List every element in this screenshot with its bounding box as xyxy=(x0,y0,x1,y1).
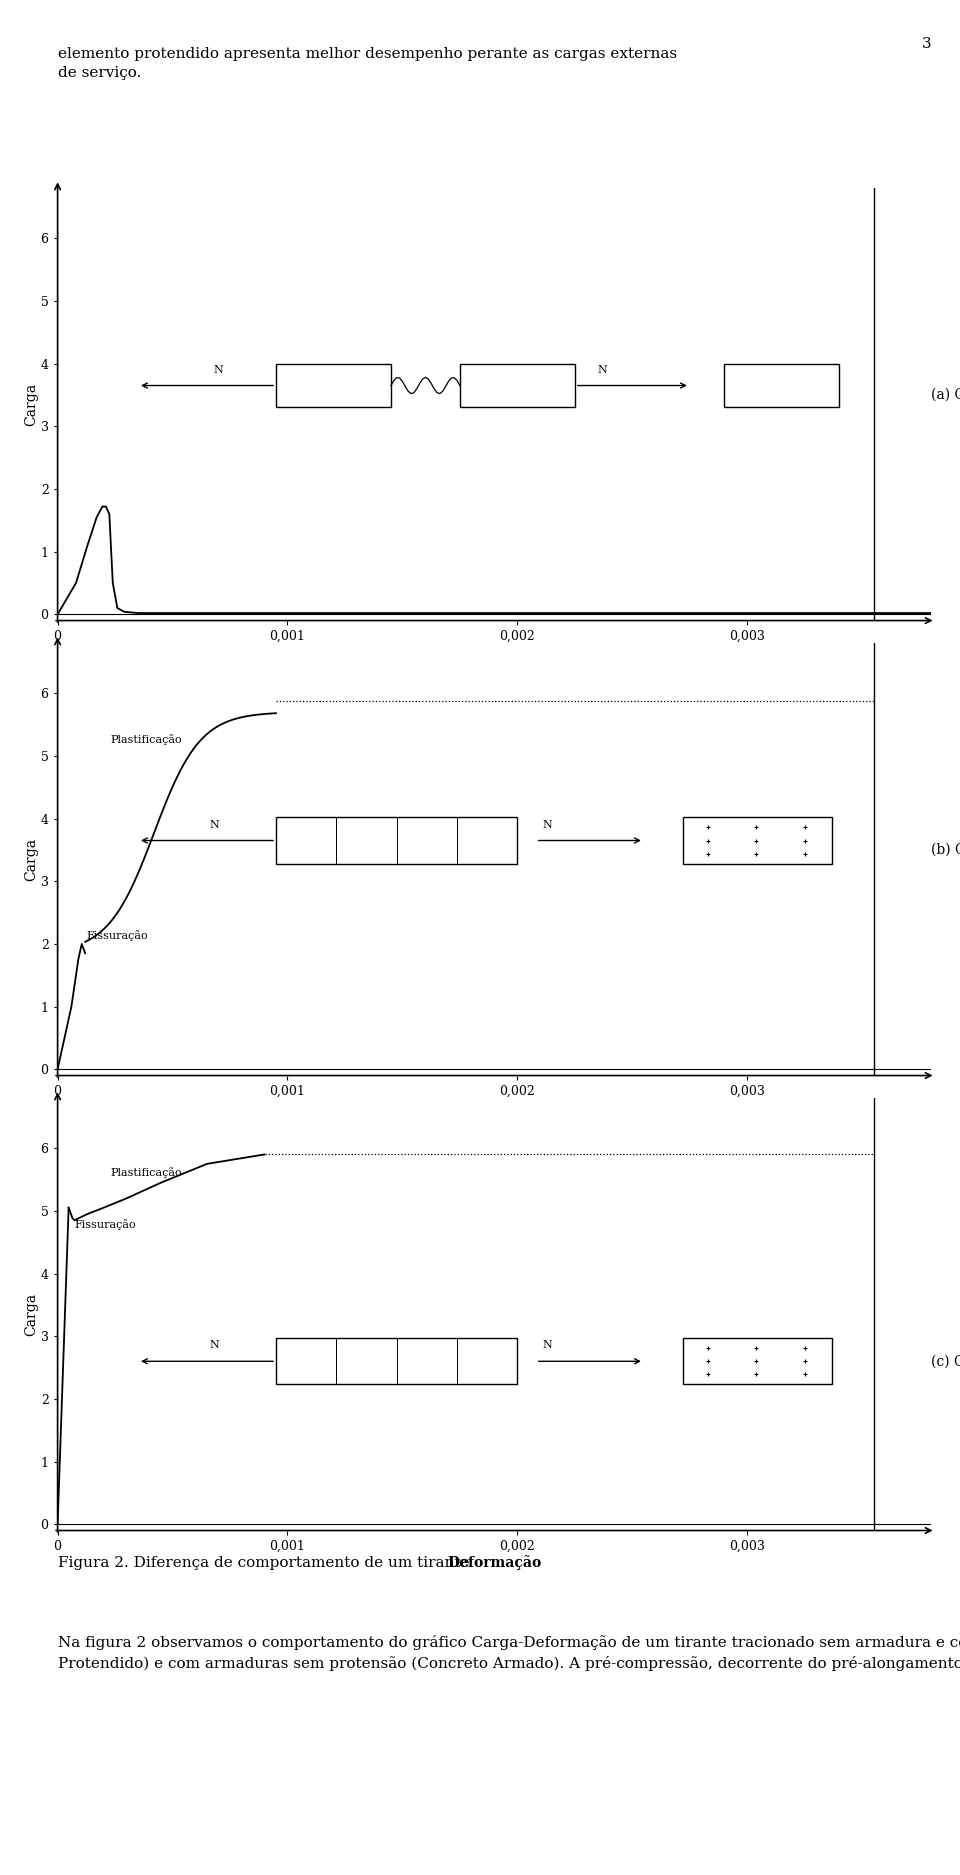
Text: 3: 3 xyxy=(922,38,931,51)
Text: Fissuração: Fissuração xyxy=(75,1219,136,1230)
Bar xyxy=(683,818,832,864)
Y-axis label: Carga: Carga xyxy=(24,382,37,426)
X-axis label: Deformação: Deformação xyxy=(447,1101,541,1116)
Text: Plastificação: Plastificação xyxy=(110,735,182,746)
Bar xyxy=(276,364,391,407)
Text: N: N xyxy=(209,819,219,831)
Bar xyxy=(276,1339,517,1384)
Bar xyxy=(276,818,517,864)
Text: N: N xyxy=(209,1341,219,1350)
Text: (c) Concreto Protendido: (c) Concreto Protendido xyxy=(931,1354,960,1369)
Text: Figura 2. Diferença de comportamento de um tirante: Figura 2. Diferença de comportamento de … xyxy=(58,1556,469,1569)
Bar xyxy=(724,364,839,407)
Text: N: N xyxy=(597,366,608,375)
Text: (b) Concreto Armado: (b) Concreto Armado xyxy=(931,844,960,857)
Text: (a) Concreto Simples: (a) Concreto Simples xyxy=(931,388,960,401)
Y-axis label: Carga: Carga xyxy=(24,838,37,881)
Text: N: N xyxy=(542,819,552,831)
Text: Na figura 2 observamos o comportamento do gráfico Carga-Deformação de um tirante: Na figura 2 observamos o comportamento d… xyxy=(58,1635,960,1671)
X-axis label: Deformação: Deformação xyxy=(447,645,541,660)
Bar xyxy=(683,1339,832,1384)
Text: elemento protendido apresenta melhor desempenho perante as cargas externas
de se: elemento protendido apresenta melhor des… xyxy=(58,47,677,81)
Y-axis label: Carga: Carga xyxy=(24,1292,37,1335)
X-axis label: Deformação: Deformação xyxy=(447,1556,541,1569)
Bar xyxy=(460,364,575,407)
Text: Plastificação: Plastificação xyxy=(110,1168,182,1178)
Text: Fissuração: Fissuração xyxy=(86,930,148,941)
Text: N: N xyxy=(214,366,224,375)
Text: N: N xyxy=(542,1341,552,1350)
